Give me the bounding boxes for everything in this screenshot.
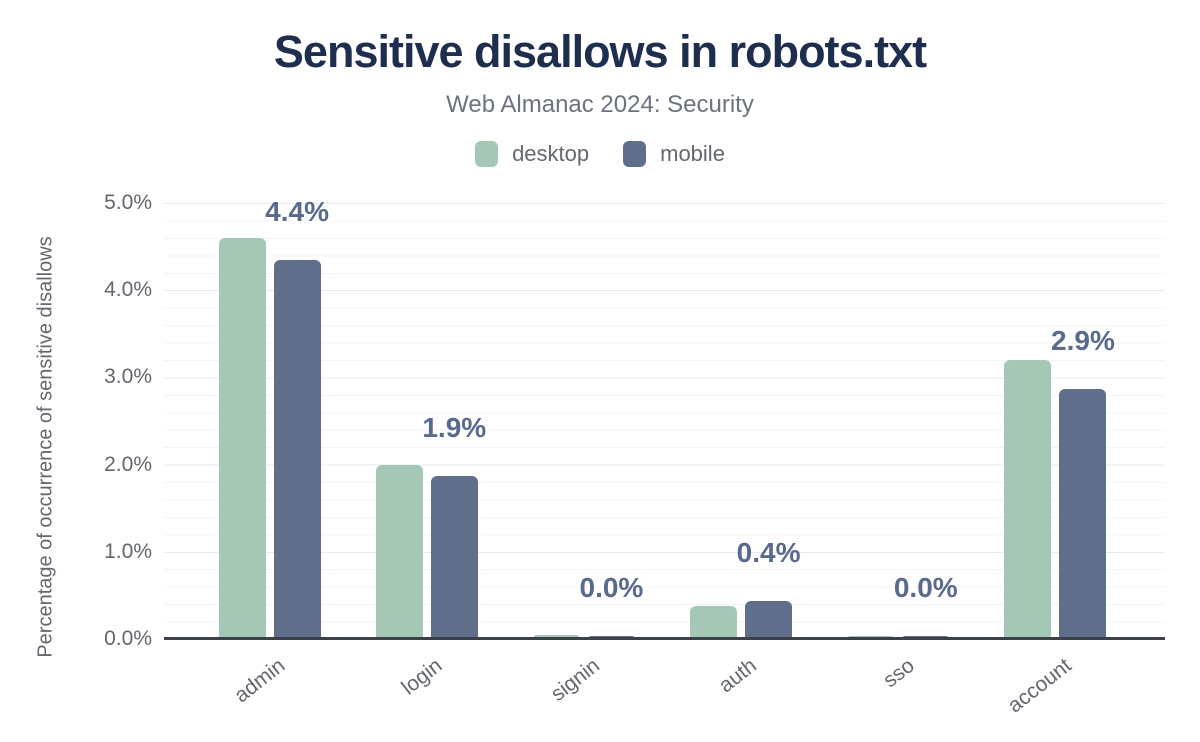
x-axis-label-auth: auth	[714, 654, 762, 698]
x-axis-labels: admin login signin auth sso account	[191, 646, 1134, 736]
value-label-sso: 0.0%	[893, 572, 958, 604]
bar-desktop-admin	[218, 237, 266, 639]
x-axis-cell: auth	[663, 646, 820, 736]
y-axis-tick-label: 5.0%	[104, 191, 152, 214]
y-axis-tick-label: 1.0%	[104, 539, 152, 563]
x-axis-cell: sso	[820, 646, 977, 736]
value-label-signin: 0.0%	[579, 572, 644, 604]
y-axis-tick-label: 2.0%	[104, 452, 152, 476]
legend-swatch-mobile-icon	[623, 141, 647, 167]
y-axis-tick-label: 3.0%	[104, 365, 152, 389]
bar-group-login: 1.9%	[348, 203, 505, 639]
x-axis-cell: login	[348, 646, 505, 736]
x-axis-label-admin: admin	[230, 654, 290, 708]
y-axis-tick-label: 0.0%	[104, 627, 152, 650]
legend-swatch-desktop-icon	[475, 141, 499, 167]
bar-mobile-auth	[745, 600, 793, 639]
bar-desktop-login	[375, 464, 423, 639]
value-label-admin: 4.4%	[265, 195, 329, 227]
y-axis-tick-labels: 5.0% 4.0% 3.0% 2.0% 1.0% 0.0%	[0, 192, 152, 650]
bar-mobile-admin	[273, 259, 321, 639]
legend: desktop mobile	[0, 141, 1200, 167]
x-axis-cell: admin	[191, 646, 348, 736]
legend-item-mobile: mobile	[623, 141, 725, 167]
value-label-auth: 0.4%	[736, 536, 801, 568]
x-axis-label-account: account	[1003, 654, 1076, 718]
chart-subtitle: Web Almanac 2024: Security	[446, 91, 754, 118]
x-axis-cell: signin	[505, 646, 662, 736]
y-axis-tick-label: 4.0%	[104, 278, 152, 302]
bar-desktop-account	[1004, 359, 1052, 639]
bar-group-signin: 0.0%	[505, 203, 662, 639]
x-axis-line	[164, 637, 1165, 640]
x-axis-label-sso: sso	[878, 654, 919, 693]
x-axis-label-login: login	[397, 654, 447, 700]
bar-mobile-account	[1059, 388, 1107, 639]
legend-label-desktop: desktop	[512, 141, 590, 166]
bar-desktop-signin	[532, 634, 580, 639]
bar-mobile-login	[430, 475, 478, 639]
legend-label-mobile: mobile	[660, 141, 725, 166]
x-axis-label-signin: signin	[546, 654, 605, 706]
legend-item-desktop: desktop	[475, 141, 589, 167]
value-label-account: 2.9%	[1051, 324, 1115, 356]
value-label-login: 1.9%	[422, 411, 487, 443]
bar-bands: 4.4% 1.9% 0.0% 0.4% 0.0% 2.9%	[191, 197, 1134, 639]
x-axis-cell: account	[977, 646, 1134, 736]
bar-group-auth: 0.4%	[663, 203, 820, 639]
gridlines	[164, 203, 1165, 639]
bar-group-admin: 4.4%	[191, 197, 348, 639]
bar-group-account: 2.9%	[977, 203, 1134, 639]
chart-title: Sensitive disallows in robots.txt	[273, 26, 927, 77]
bar-desktop-auth	[690, 605, 738, 639]
bar-group-sso: 0.0%	[820, 203, 977, 639]
